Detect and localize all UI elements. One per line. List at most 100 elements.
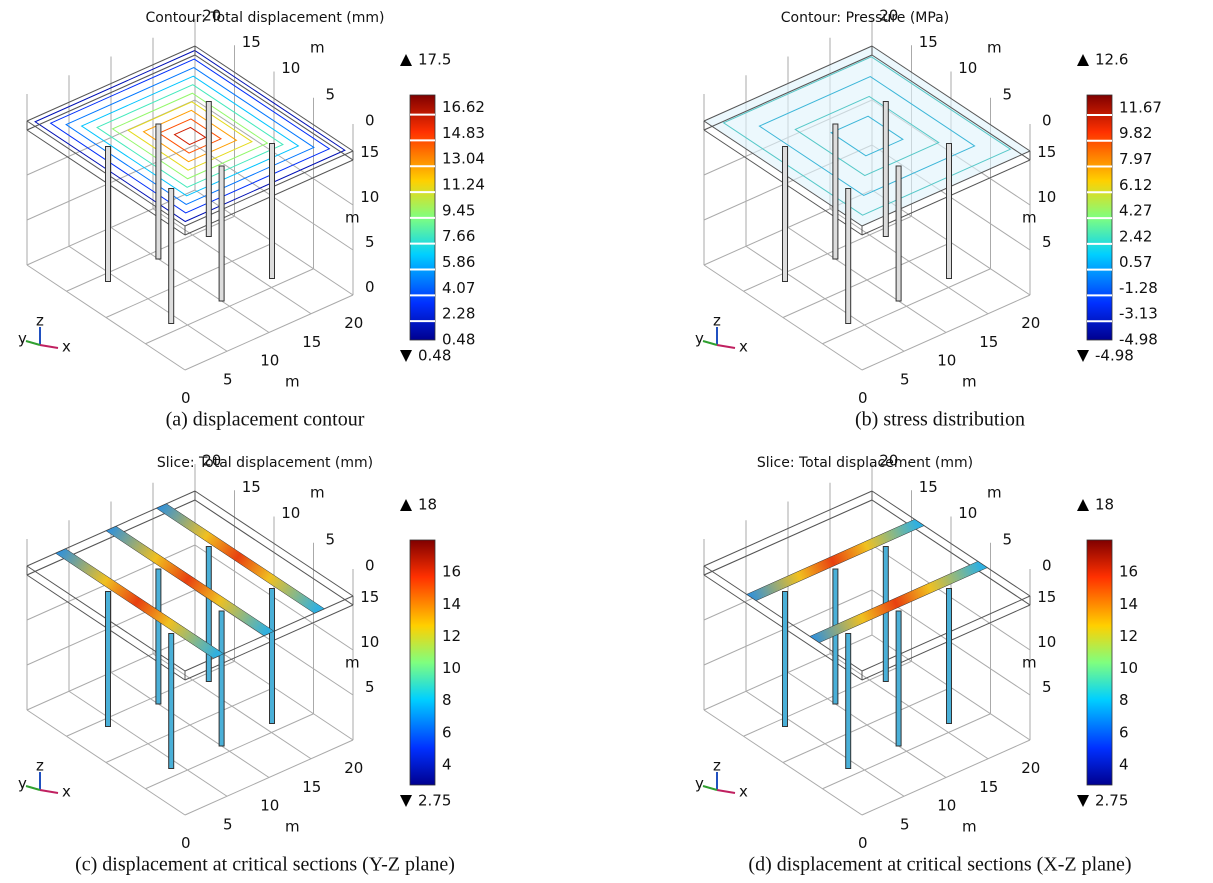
floor-grid [152, 208, 312, 315]
colorbar-tick-label: 0.48 [442, 331, 475, 349]
triad-axis [39, 789, 59, 794]
colorbar-tick-label: 9.45 [442, 201, 475, 219]
triad-label: x [739, 338, 748, 356]
z-unit: m [1022, 209, 1037, 227]
colorbar-tick-label: 11.67 [1119, 98, 1162, 116]
triad-label: x [62, 783, 71, 801]
colorbar-tick-label: 4 [1119, 755, 1129, 773]
y-unit: m [310, 484, 325, 502]
x-tick-label: 5 [900, 815, 910, 833]
colorbar-tick-label: 2.28 [442, 305, 475, 323]
slab-edge [703, 499, 873, 576]
y-tick-label: 15 [242, 33, 261, 51]
colorbar-tick-label: 4.07 [442, 279, 475, 297]
triad-axis [702, 785, 718, 791]
column [218, 165, 225, 302]
triad-axis [39, 344, 59, 349]
slab-top [704, 46, 1030, 226]
colorbar-tick-label: 6 [442, 723, 452, 741]
contour [722, 56, 1012, 216]
column [155, 568, 162, 705]
panel-caption: (a) displacement contour [166, 409, 365, 431]
min-marker [1077, 795, 1089, 807]
colorbar-tick-label: 0.57 [1119, 253, 1152, 271]
panel: 051015202015105015105mmmyzx11.679.827.97… [695, 7, 1162, 431]
column [895, 165, 902, 302]
column [946, 143, 952, 279]
slab-edge [703, 490, 873, 567]
slab-edge [871, 54, 1031, 161]
colorbar-tick-label: 16 [1119, 563, 1138, 581]
column [155, 123, 162, 260]
contour [80, 75, 300, 197]
slab-edge [26, 45, 196, 122]
colorbar-min: -4.98 [1095, 347, 1134, 365]
colorbar-tick-label: 5.86 [442, 253, 475, 271]
triad-label: y [695, 330, 704, 348]
triad-label: x [62, 338, 71, 356]
y-tick-label: 10 [281, 59, 300, 77]
x-tick-label: 10 [937, 797, 956, 815]
slice [809, 561, 988, 643]
colorbar-tick-label: -4.98 [1119, 331, 1158, 349]
colorbar-tick-label: 8 [442, 691, 452, 709]
column [946, 588, 952, 724]
panel-caption: (c) displacement at critical sections (Y… [75, 854, 455, 876]
colorbar-tick-label: 10 [442, 659, 461, 677]
slice [105, 525, 275, 637]
min-marker [1077, 350, 1089, 362]
colorbar-max: 17.5 [418, 51, 451, 69]
triad-label: y [18, 330, 27, 348]
z-tick-label: 0 [365, 278, 375, 296]
colorbar-tick-label: 14 [1119, 595, 1138, 613]
panel: 0 5 10 15 20 20 15 10 5 0 15 10 5 0 m m m yzx 16.62 14.83 13… [18, 7, 485, 431]
colorbar-tick-label: 16 [442, 563, 461, 581]
colorbar-tick-label: 2.42 [1119, 227, 1152, 245]
colorbar-tick-label: 14 [442, 595, 461, 613]
column [845, 633, 852, 769]
column [895, 610, 902, 747]
y-tick-label: 20 [202, 7, 221, 25]
z-tick-label: 10 [1037, 188, 1056, 206]
min-marker [400, 350, 412, 362]
colorbar-tick-label: 10 [1119, 659, 1138, 677]
triad-label: y [695, 775, 704, 793]
y-tick-label: 20 [879, 452, 898, 470]
colorbar-tick-label: 8 [1119, 691, 1129, 709]
x-tick-label: 15 [979, 778, 998, 796]
column [882, 101, 889, 237]
slab-edge [194, 45, 354, 152]
y-tick-label: 0 [1042, 112, 1052, 130]
z-unit: m [1022, 654, 1037, 672]
contour [830, 115, 904, 157]
triad-axis [716, 789, 736, 794]
slab-edge [194, 54, 354, 161]
y-tick-label: 10 [958, 504, 977, 522]
x-tick-label: 20 [344, 314, 363, 332]
contour [794, 95, 940, 177]
colorbar-tick-label: 7.66 [442, 227, 475, 245]
triad-label: z [36, 312, 44, 330]
contour [173, 126, 207, 146]
colorbar-tick-label: 4 [442, 755, 452, 773]
triad-axis [716, 344, 736, 349]
column [205, 546, 212, 682]
panel-caption: (d) displacement at critical sections (X… [748, 854, 1131, 876]
colorbar-max: 12.6 [1095, 51, 1128, 69]
triad-label: z [36, 757, 44, 775]
triad-label: x [739, 783, 748, 801]
colorbar-min: 2.75 [1095, 792, 1128, 810]
slab-edge [871, 499, 1031, 606]
triad-axis [25, 785, 41, 791]
z-tick-label: 15 [1037, 588, 1056, 606]
panel: 051015202015105015105mmmyzx1614121086418… [18, 452, 461, 876]
y-tick-label: 15 [919, 478, 938, 496]
triad-label: z [713, 312, 721, 330]
column [782, 146, 788, 282]
z-tick-label: 15 [1037, 143, 1056, 161]
x-unit: m [962, 818, 977, 836]
colorbar-tick-label: 4.27 [1119, 202, 1152, 220]
contour [49, 58, 331, 214]
x-tick-label: 20 [1021, 314, 1040, 332]
